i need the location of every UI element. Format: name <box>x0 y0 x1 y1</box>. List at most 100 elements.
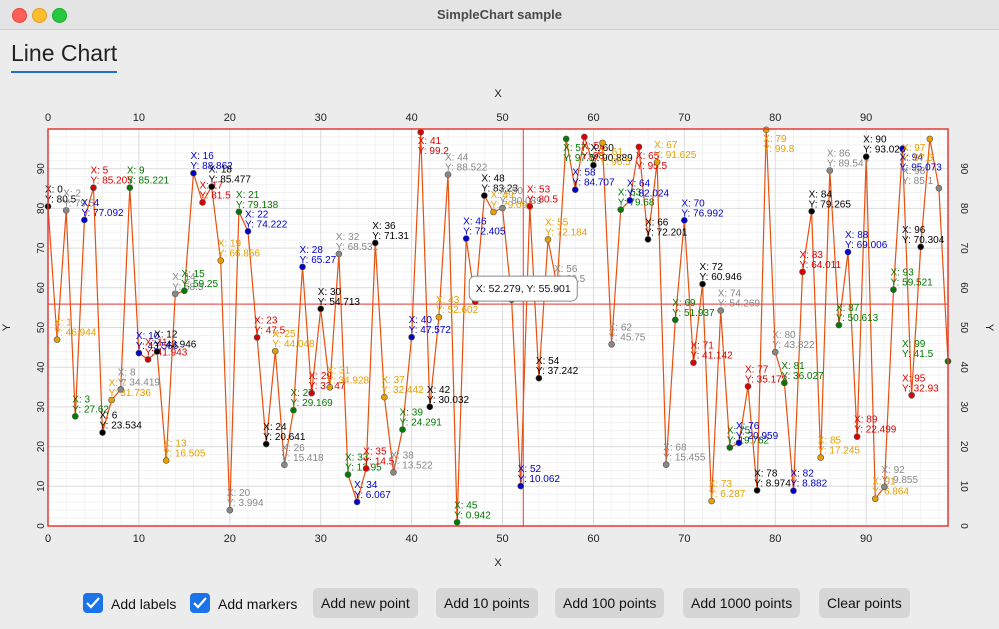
markers-checkbox[interactable] <box>190 593 210 613</box>
data-point-marker[interactable] <box>244 228 252 235</box>
data-point-marker[interactable] <box>153 348 161 355</box>
data-point-marker[interactable] <box>262 440 270 448</box>
data-point-marker[interactable] <box>462 235 470 242</box>
data-point-marker[interactable] <box>408 333 415 341</box>
data-point-marker[interactable] <box>53 336 61 343</box>
data-point-marker[interactable] <box>781 379 788 387</box>
data-point-marker[interactable] <box>535 374 543 382</box>
data-point-marker[interactable] <box>871 495 879 503</box>
data-point-marker[interactable] <box>899 145 906 152</box>
data-point-marker[interactable] <box>571 186 579 194</box>
data-point-marker[interactable] <box>617 206 625 213</box>
data-point-marker[interactable] <box>808 208 815 215</box>
data-point-marker[interactable] <box>735 439 743 447</box>
data-point-marker[interactable] <box>326 384 334 391</box>
labels-checkbox[interactable] <box>83 593 103 613</box>
data-point-marker[interactable] <box>653 158 661 166</box>
add-new-point-button[interactable]: Add new point <box>313 588 418 618</box>
data-point-marker[interactable] <box>362 465 370 472</box>
data-point-marker[interactable] <box>699 280 706 288</box>
data-point-marker[interactable] <box>171 290 179 298</box>
data-point-marker[interactable] <box>226 506 234 514</box>
data-point-marker[interactable] <box>335 250 343 258</box>
data-point-marker[interactable] <box>281 461 288 469</box>
data-point-marker[interactable] <box>417 128 425 136</box>
data-point-marker[interactable] <box>490 208 497 216</box>
data-point-marker[interactable] <box>208 183 215 190</box>
data-point-marker[interactable] <box>599 139 606 147</box>
tab-line-chart[interactable]: Line Chart <box>11 40 118 73</box>
data-point-marker[interactable] <box>390 469 397 476</box>
data-point-marker[interactable] <box>526 203 534 210</box>
data-point-marker[interactable] <box>135 349 143 357</box>
data-point-marker[interactable] <box>117 386 125 393</box>
data-point-marker[interactable] <box>144 356 152 363</box>
data-point-marker[interactable] <box>590 161 597 169</box>
data-point-marker[interactable] <box>544 236 552 243</box>
data-point-marker[interactable] <box>217 257 225 264</box>
data-point-marker[interactable] <box>762 126 770 134</box>
data-point-marker[interactable] <box>199 199 206 206</box>
data-point-marker[interactable] <box>81 216 88 224</box>
data-point-marker[interactable] <box>581 133 588 141</box>
data-point-marker[interactable] <box>681 217 688 224</box>
data-point-marker[interactable] <box>608 341 615 348</box>
add-100-points-button[interactable]: Add 100 points <box>555 588 665 618</box>
clear-points-button[interactable]: Clear points <box>819 588 910 618</box>
data-point-marker[interactable] <box>344 471 352 478</box>
data-point-marker[interactable] <box>426 403 434 411</box>
data-point-marker[interactable] <box>717 307 725 314</box>
line-chart[interactable]: 0 0 10 10 20 20 30 30 40 40 50 50 60 60 70 70 80 80 90 90 0 0… <box>0 80 999 580</box>
close-window-button[interactable] <box>12 8 27 23</box>
data-point-marker[interactable] <box>435 313 443 321</box>
data-point-marker[interactable] <box>381 393 388 401</box>
data-point-marker[interactable] <box>308 389 315 397</box>
data-point-marker[interactable] <box>926 135 934 143</box>
data-point-marker[interactable] <box>271 347 279 355</box>
data-point-marker[interactable] <box>708 497 715 505</box>
data-point-marker[interactable] <box>826 167 834 174</box>
data-point-marker[interactable] <box>71 413 79 420</box>
data-point-marker[interactable] <box>917 243 925 251</box>
data-point-marker[interactable] <box>235 208 243 216</box>
data-point-marker[interactable] <box>517 482 525 490</box>
add-10-points-button[interactable]: Add 10 points <box>436 588 538 618</box>
data-point-marker[interactable] <box>726 444 734 451</box>
data-point-marker[interactable] <box>90 184 97 192</box>
data-point-marker[interactable] <box>317 305 325 313</box>
data-point-marker[interactable] <box>671 316 679 324</box>
data-point-marker[interactable] <box>126 184 134 191</box>
data-point-marker[interactable] <box>162 457 170 464</box>
data-point-marker[interactable] <box>190 169 197 177</box>
data-point-marker[interactable] <box>353 498 361 506</box>
data-point-marker[interactable] <box>690 359 697 366</box>
data-point-marker[interactable] <box>99 429 106 436</box>
data-point-marker[interactable] <box>835 321 843 329</box>
add-1000-points-button[interactable]: Add 1000 points <box>683 588 801 618</box>
data-point-marker[interactable] <box>562 135 570 143</box>
data-point-marker[interactable] <box>881 483 888 491</box>
data-point-marker[interactable] <box>644 236 652 243</box>
data-point-marker[interactable] <box>908 391 915 399</box>
data-point-marker[interactable] <box>626 197 634 204</box>
data-point-marker[interactable] <box>108 396 115 404</box>
data-point-marker[interactable] <box>499 204 506 212</box>
data-point-marker[interactable] <box>844 248 852 256</box>
data-point-marker[interactable] <box>890 286 897 294</box>
data-point-marker[interactable] <box>662 461 670 468</box>
data-point-marker[interactable] <box>744 383 752 390</box>
data-point-marker[interactable] <box>399 426 406 433</box>
data-point-marker[interactable] <box>481 192 488 199</box>
zoom-window-button[interactable] <box>52 8 67 23</box>
data-point-marker[interactable] <box>790 487 797 495</box>
minimize-window-button[interactable] <box>32 8 47 23</box>
data-point-marker[interactable] <box>290 406 297 414</box>
data-point-marker[interactable] <box>753 487 761 494</box>
data-point-marker[interactable] <box>862 153 870 160</box>
data-point-marker[interactable] <box>181 287 188 295</box>
data-point-marker[interactable] <box>853 433 861 440</box>
data-point-marker[interactable] <box>771 348 779 356</box>
data-point-marker[interactable] <box>635 143 643 151</box>
data-point-marker[interactable] <box>371 239 379 247</box>
data-point-marker[interactable] <box>299 263 306 271</box>
